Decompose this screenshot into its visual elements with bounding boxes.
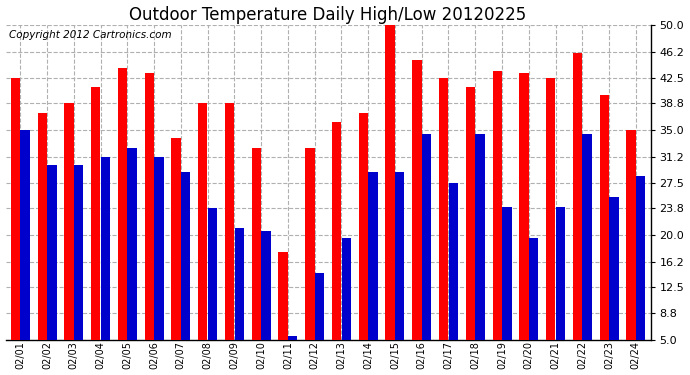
Bar [448,183,458,340]
Bar [305,147,315,340]
Bar [386,25,395,340]
Bar [262,231,270,340]
Bar [47,165,57,340]
Bar [37,112,47,340]
Bar [235,228,244,340]
Title: Outdoor Temperature Daily High/Low 20120225: Outdoor Temperature Daily High/Low 20120… [130,6,526,24]
Bar [118,69,127,340]
Bar [181,172,190,340]
Bar [145,73,154,340]
Bar [278,252,288,340]
Bar [342,238,351,340]
Bar [101,157,110,340]
Bar [198,104,208,340]
Bar [555,207,565,340]
Bar [359,112,368,340]
Bar [546,78,555,340]
Bar [395,172,404,340]
Bar [422,134,431,340]
Bar [475,134,485,340]
Bar [128,147,137,340]
Bar [493,70,502,340]
Bar [439,78,449,340]
Bar [11,78,20,340]
Bar [64,104,74,340]
Bar [627,130,635,340]
Bar [466,87,475,340]
Bar [332,122,342,340]
Bar [91,87,101,340]
Bar [225,104,234,340]
Bar [412,60,422,340]
Bar [609,196,618,340]
Bar [368,172,377,340]
Bar [502,207,511,340]
Bar [600,95,609,340]
Bar [636,176,645,340]
Bar [155,157,164,340]
Text: Copyright 2012 Cartronics.com: Copyright 2012 Cartronics.com [9,30,171,40]
Bar [529,238,538,340]
Bar [315,273,324,340]
Bar [208,209,217,340]
Bar [520,73,529,340]
Bar [288,336,297,340]
Bar [21,130,30,340]
Bar [573,53,582,340]
Bar [252,147,261,340]
Bar [171,138,181,340]
Bar [74,165,83,340]
Bar [582,134,592,340]
